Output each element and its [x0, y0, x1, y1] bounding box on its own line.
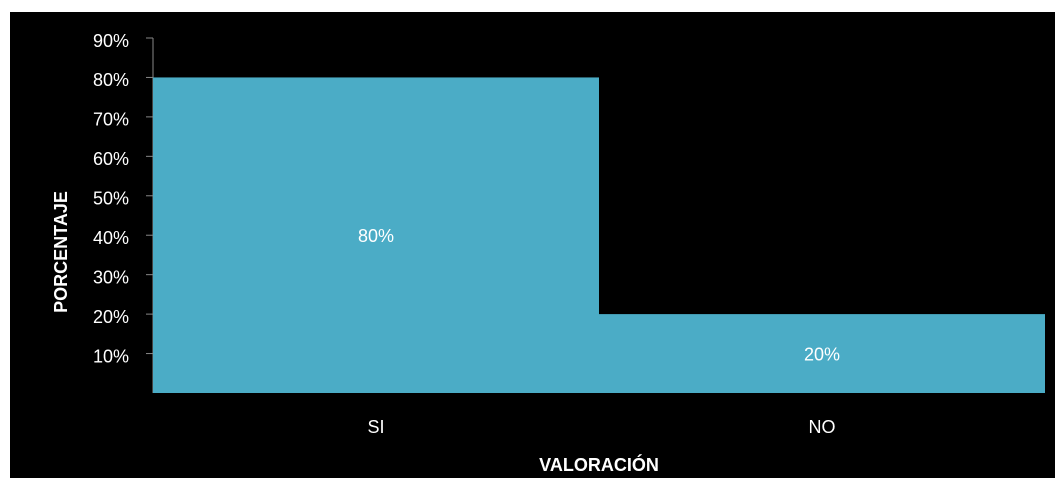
y-tick-label: 20% [93, 307, 129, 327]
y-tick-label: 60% [93, 149, 129, 169]
x-tick-label: NO [809, 417, 836, 437]
x-axis-title: VALORACIÓN [539, 454, 659, 475]
y-tick-label: 90% [93, 31, 129, 51]
bar [599, 314, 1045, 393]
y-tick-label: 40% [93, 228, 129, 248]
y-tick-label: 10% [93, 346, 129, 366]
y-tick-label: 30% [93, 267, 129, 287]
bar [153, 77, 599, 393]
y-axis-title: PORCENTAJE [51, 191, 71, 313]
y-tick-label: 80% [93, 70, 129, 90]
x-tick-label: SI [367, 417, 384, 437]
value-label: 80% [358, 226, 394, 246]
y-tick-label: 50% [93, 189, 129, 209]
y-tick-label: 70% [93, 110, 129, 130]
value-label: 20% [804, 344, 840, 364]
